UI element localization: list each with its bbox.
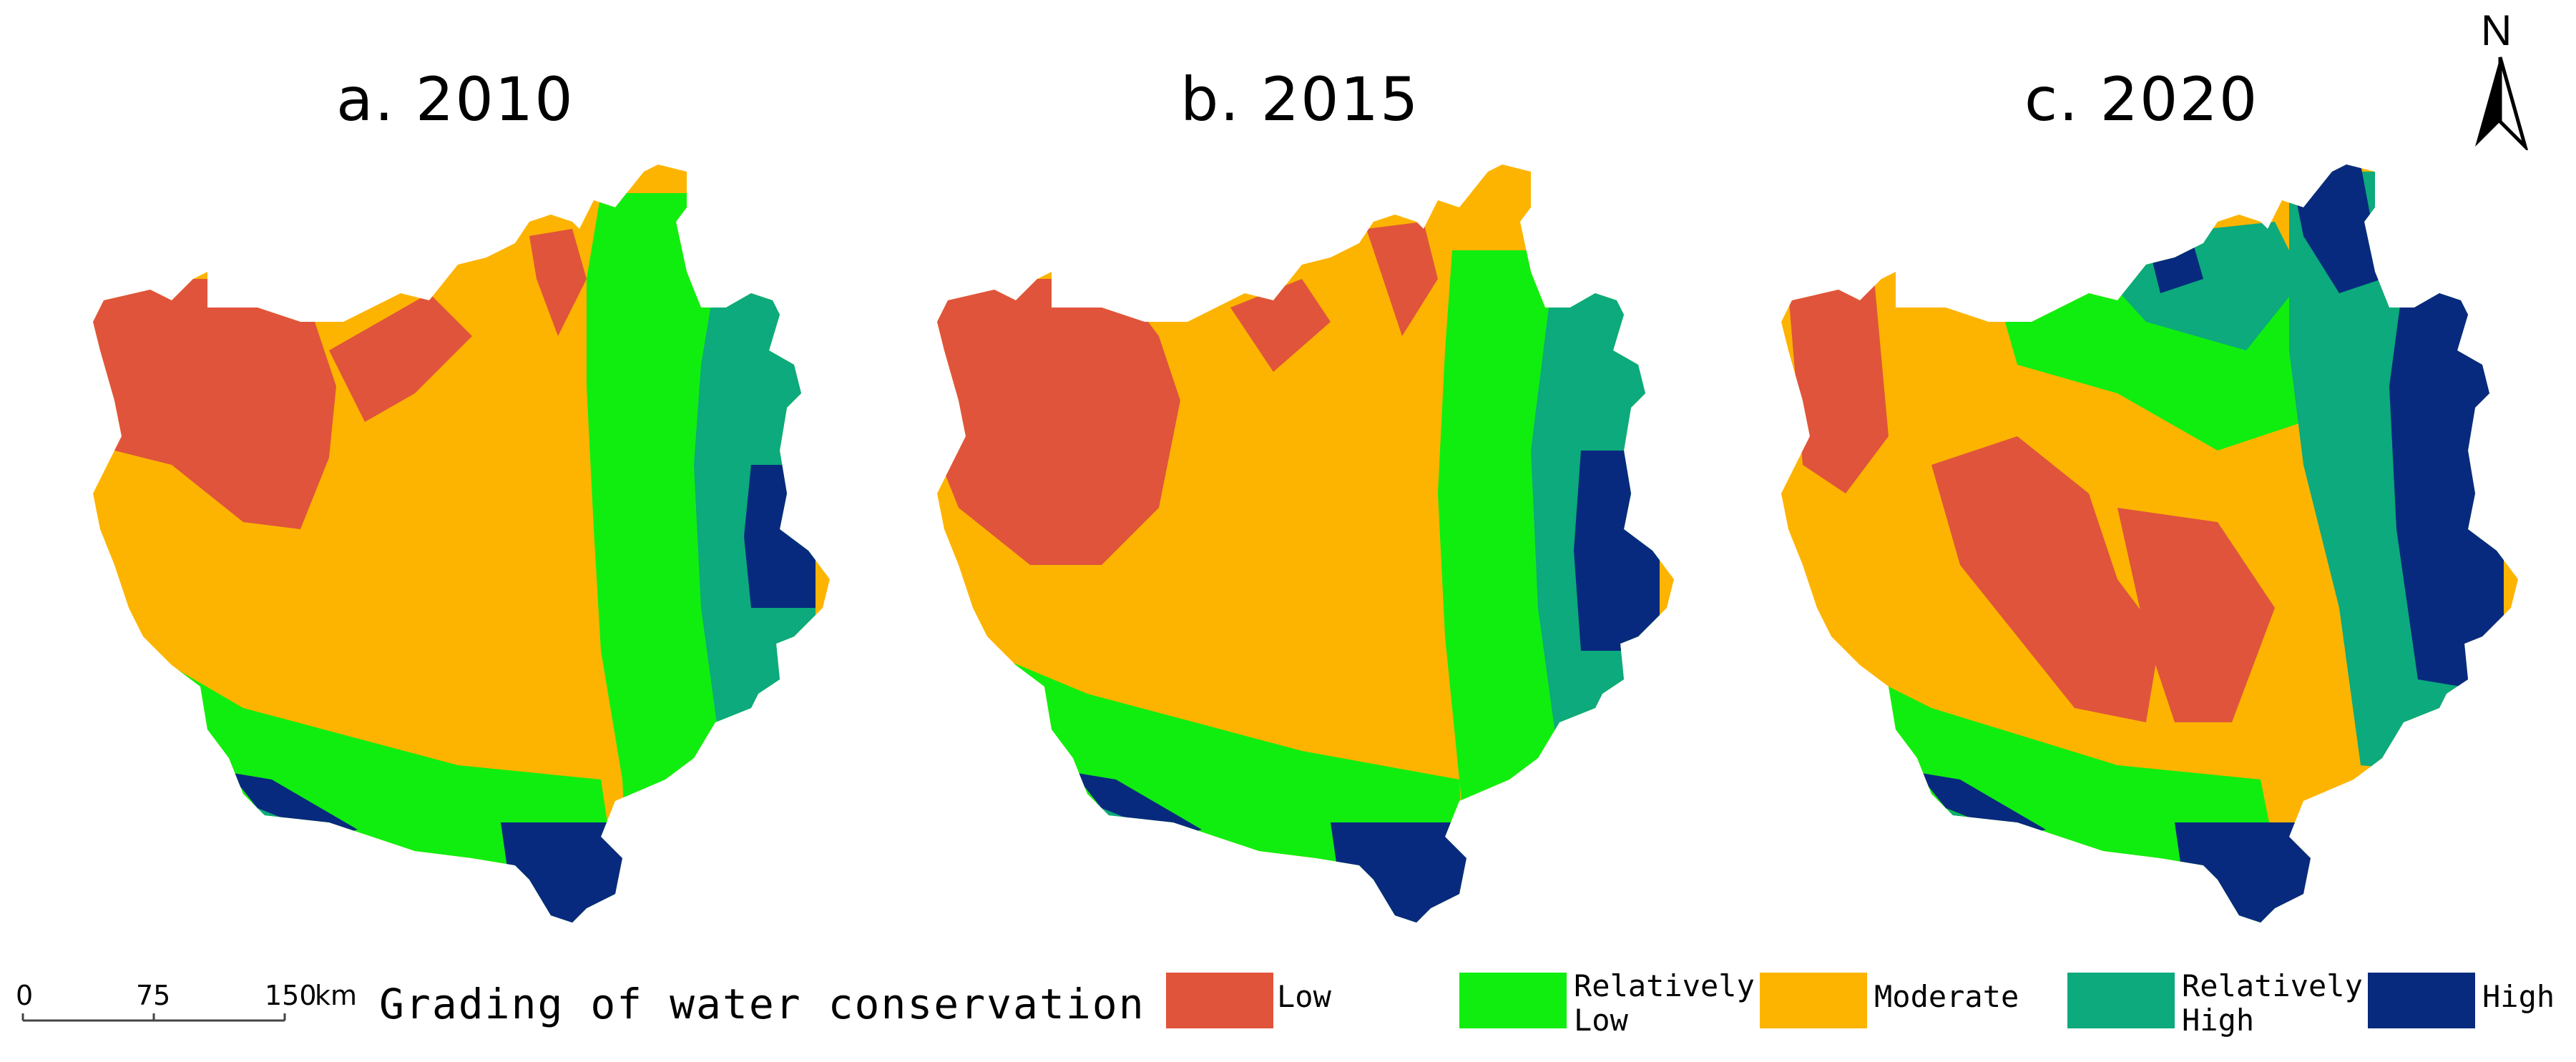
legend-swatch-relatively-low (1459, 973, 1567, 1028)
class-high-area (2389, 279, 2504, 694)
class-high-area (744, 465, 816, 608)
panel-title-2020: c. 2020 (2024, 64, 2259, 134)
class-low-area (937, 279, 1180, 565)
legend-label-relatively-high: Relatively High (2182, 968, 2363, 1038)
north-arrow-icon (2475, 56, 2528, 150)
class-high-patch (501, 822, 644, 923)
scale-tick-150: 150 (265, 980, 317, 1011)
class-low-patch (1366, 222, 1438, 336)
legend-swatch-moderate (1760, 973, 1867, 1028)
class-high-patch (229, 772, 358, 837)
map-2020 (1781, 164, 2518, 923)
panel-title-2015: b. 2015 (1180, 64, 1420, 134)
class-high-patch (1331, 822, 1488, 923)
scale-tick-75: 75 (136, 980, 171, 1011)
legend-label-high: High (2482, 979, 2555, 1014)
legend-swatch-relatively-high (2067, 973, 2175, 1028)
class-high-patch (1073, 772, 1202, 837)
map-2010 (93, 164, 830, 923)
legend-swatch-low (1166, 973, 1273, 1028)
class-high-area (1574, 451, 1660, 651)
north-arrow-label: N (2481, 6, 2512, 54)
class-low-patch (329, 293, 472, 422)
panel-title-2010: a. 2010 (336, 64, 574, 134)
maps-canvas (93, 164, 2518, 923)
scale-tick-0: 0 (16, 980, 34, 1011)
legend-title: Grading of water conservation (379, 980, 1145, 1028)
map-2015 (937, 164, 1674, 923)
legend-label-low: Low (1277, 979, 1331, 1014)
class-high-patch (2289, 164, 2382, 293)
legend-label-relatively-low: Relatively Low (1574, 968, 1755, 1038)
class-low-patch (529, 229, 587, 336)
class-low-area (93, 279, 336, 529)
legend-swatch-high (2368, 973, 2475, 1028)
class-low-patch (2117, 508, 2275, 722)
class-low-patch (1931, 436, 2160, 722)
scale-bar (21, 1013, 286, 1022)
class-high-patch (1917, 772, 2046, 837)
class-high-patch (2175, 822, 2332, 923)
class-low-area (1788, 279, 1889, 493)
class-low-patch (1230, 279, 1331, 372)
legend-label-moderate: Moderate (1874, 979, 2019, 1014)
scale-unit: km (315, 980, 358, 1011)
